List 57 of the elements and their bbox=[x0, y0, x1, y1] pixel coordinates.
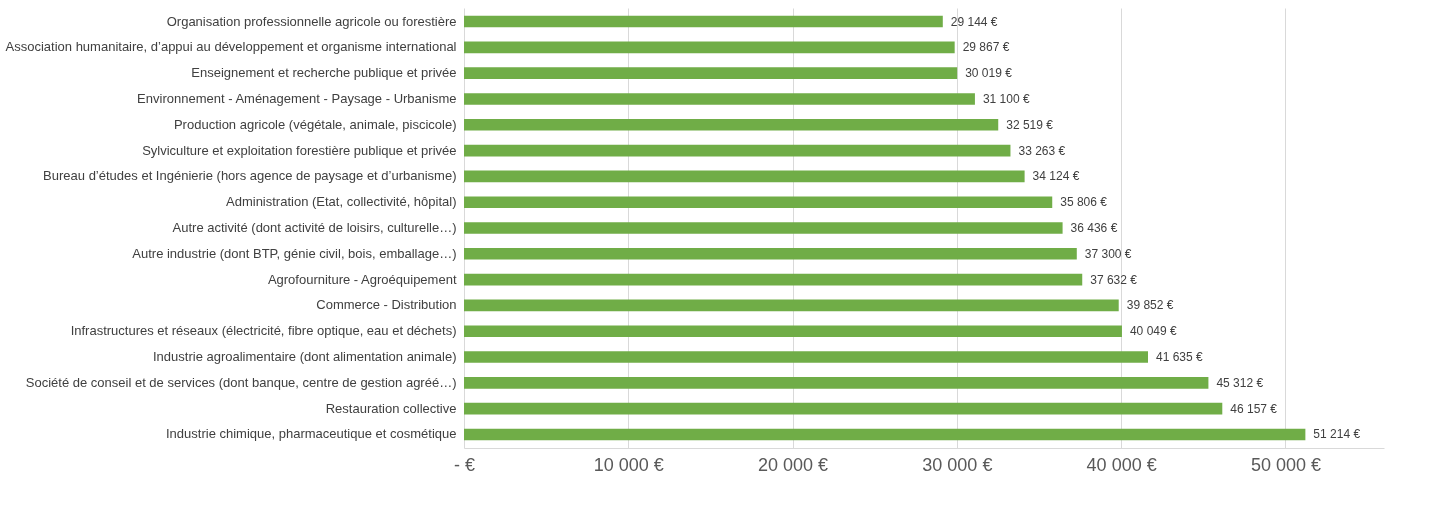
y-tick-label: Infrastructures et réseaux (électricité, fibre optique, eau et déchets) bbox=[70, 323, 457, 339]
y-tick-label: Agrofourniture - Agroéquipement bbox=[267, 271, 457, 287]
data-label: 41 635 € bbox=[1156, 350, 1204, 365]
x-tick-label: - € bbox=[453, 454, 476, 475]
data-label: 37 300 € bbox=[1084, 246, 1132, 261]
data-label: 29 867 € bbox=[962, 40, 1010, 55]
data-label: 39 852 € bbox=[1126, 298, 1174, 313]
data-label: 51 214 € bbox=[1313, 427, 1361, 442]
data-label: 34 124 € bbox=[1032, 169, 1080, 184]
y-tick-label: Administration (Etat, collectivité, hôpital) bbox=[226, 194, 457, 210]
y-tick-label: Organisation professionnelle agricole ou forestière bbox=[166, 13, 457, 29]
bar bbox=[464, 67, 958, 79]
y-tick-label: Production agricole (végétale, animale, piscicole) bbox=[173, 116, 457, 132]
bar bbox=[464, 93, 975, 105]
bar bbox=[464, 144, 1011, 157]
y-tick-label: Enseignement et recherche publique et privée bbox=[191, 65, 457, 81]
bar bbox=[464, 325, 1122, 338]
bar bbox=[464, 402, 1223, 415]
y-tick-label: Commerce - Distribution bbox=[316, 297, 457, 313]
bar bbox=[464, 41, 955, 54]
data-label: 46 157 € bbox=[1230, 401, 1278, 416]
bar bbox=[464, 299, 1119, 312]
data-label: 29 144 € bbox=[950, 14, 998, 29]
y-tick-label: Industrie chimique, pharmaceutique et cosmétique bbox=[166, 426, 457, 442]
bar bbox=[464, 196, 1053, 208]
data-label: 35 806 € bbox=[1060, 195, 1108, 210]
bar bbox=[464, 428, 1306, 441]
y-tick-label: Sylviculture et exploitation forestière publique et privée bbox=[142, 142, 457, 158]
data-label: 32 519 € bbox=[1006, 117, 1054, 132]
data-label: 33 263 € bbox=[1018, 143, 1066, 158]
data-label: 40 049 € bbox=[1129, 324, 1177, 339]
y-tick-label: Restauration collective bbox=[325, 400, 457, 416]
data-label: 30 019 € bbox=[965, 66, 1013, 81]
bar bbox=[464, 377, 1209, 389]
y-tick-label: Association humanitaire, d’appui au développement et organisme international bbox=[5, 39, 457, 55]
x-tick-label: 10 000 € bbox=[593, 454, 664, 475]
bar bbox=[464, 170, 1025, 183]
y-tick-label: Société de conseil et de services (dont banque, centre de gestion agréé…) bbox=[25, 374, 457, 390]
y-tick-label: Industrie agroalimentaire (dont alimentation animale) bbox=[153, 349, 457, 365]
bar bbox=[464, 351, 1148, 363]
y-tick-label: Bureau d’études et Ingénierie (hors agence de paysage et d’urbanisme) bbox=[43, 168, 457, 184]
y-tick-label: Environnement - Aménagement - Paysage - Urbanisme bbox=[137, 90, 457, 106]
y-tick-label: Autre industrie (dont BTP, génie civil, bois, emballage…) bbox=[132, 245, 457, 261]
bar bbox=[464, 222, 1063, 234]
data-label: 36 436 € bbox=[1070, 221, 1118, 235]
bar bbox=[464, 248, 1077, 260]
data-label: 45 312 € bbox=[1216, 375, 1264, 390]
x-tick-label: 50 000 € bbox=[1250, 454, 1321, 475]
bar bbox=[464, 118, 999, 131]
y-tick-label: Autre activité (dont activité de loisirs, culturelle…) bbox=[172, 220, 457, 235]
x-tick-label: 20 000 € bbox=[758, 454, 829, 475]
bar bbox=[464, 273, 1083, 286]
x-tick-label: 30 000 € bbox=[922, 454, 993, 475]
x-tick-label: 40 000 € bbox=[1086, 454, 1157, 475]
data-label: 31 100 € bbox=[982, 91, 1030, 106]
bar bbox=[464, 15, 943, 28]
data-label: 37 632 € bbox=[1090, 272, 1138, 287]
